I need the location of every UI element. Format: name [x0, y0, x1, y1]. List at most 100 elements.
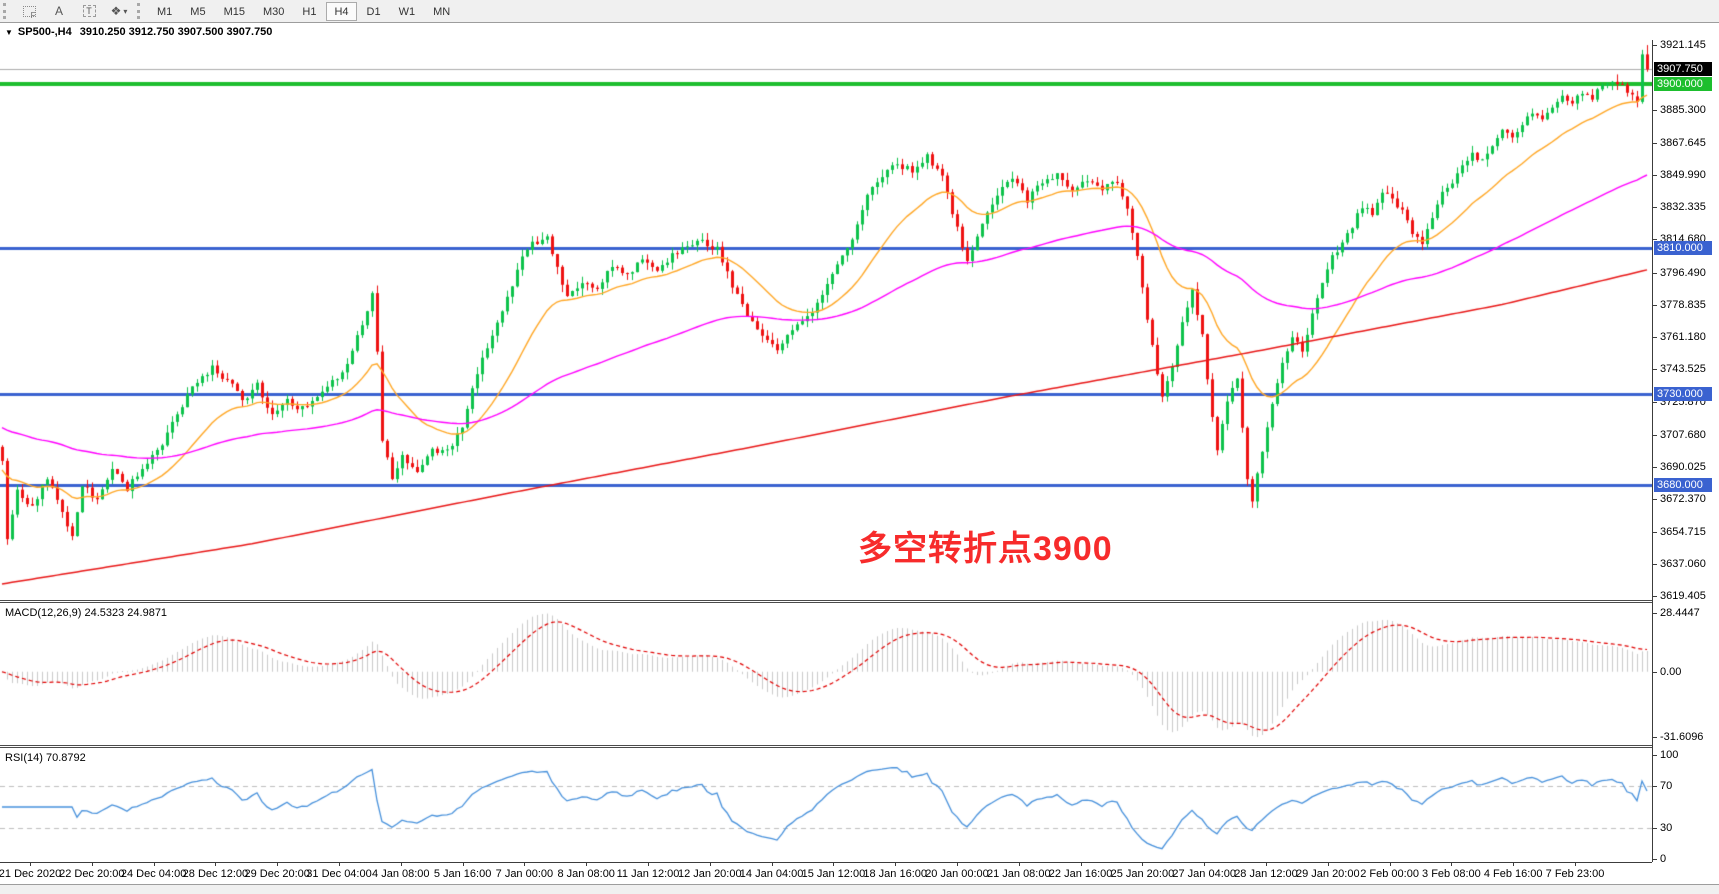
time-tick [400, 863, 402, 866]
time-tick [833, 863, 835, 866]
price-level-badge: 3680.000 [1654, 478, 1712, 493]
price-tick [1653, 174, 1657, 176]
price-tick-label: -31.6096 [1660, 731, 1704, 743]
price-tick [1653, 369, 1657, 371]
time-tick [1204, 863, 1206, 866]
timeframe-m15-button[interactable]: M15 [223, 5, 245, 18]
time-tick-label: 28 Dec 12:00 [182, 868, 249, 880]
time-tick [215, 863, 217, 866]
price-tick-label: 3672.370 [1660, 493, 1706, 506]
price-tick-label: 0 [1660, 853, 1667, 865]
price-tick [1653, 786, 1657, 788]
time-tick [462, 863, 464, 866]
time-tick [648, 863, 649, 866]
price-tick [1653, 613, 1657, 614]
text-label-tool-icon[interactable]: T [76, 2, 102, 21]
time-tick-label: 22 Dec 20:00 [59, 868, 125, 880]
timeframe-m30-button[interactable]: M30 [262, 5, 285, 18]
price-tick [1653, 671, 1657, 673]
price-tick [1653, 596, 1657, 597]
main-chart-canvas[interactable] [0, 40, 1652, 600]
time-tick [339, 863, 340, 866]
timeframe-m1-button[interactable]: M1 [157, 5, 173, 18]
panel-separator[interactable] [0, 600, 1719, 603]
time-tick-label: 7 Jan 00:00 [495, 868, 554, 880]
arrow-tools-icon[interactable]: ❖ ▾ [110, 4, 128, 18]
plot-right-border [1652, 40, 1653, 862]
time-tick-label: 25 Jan 20:00 [1110, 868, 1175, 880]
price-tick-label: 100 [1660, 749, 1679, 761]
time-tick [1080, 863, 1082, 866]
timeframe-h4-button[interactable]: H4 [326, 1, 357, 21]
time-tick [30, 863, 31, 866]
price-tick [1653, 142, 1657, 144]
time-axis[interactable]: 21 Dec 2020 22 Dec 20:00 24 Dec 04:00 28 De… [0, 862, 1652, 883]
price-tick [1653, 272, 1657, 274]
time-tick-label: 22 Jan 16:00 [1048, 868, 1113, 880]
time-tick [1513, 863, 1515, 866]
price-tick [1653, 239, 1657, 241]
price-tick [1653, 755, 1657, 756]
price-tick-label: 3707.680 [1660, 428, 1706, 441]
time-tick [957, 863, 958, 866]
price-tick-label: 0.00 [1660, 665, 1682, 678]
price-tick-label: 3654.715 [1660, 525, 1706, 538]
price-tick-label: 3778.835 [1660, 298, 1706, 311]
panel-separator[interactable] [0, 745, 1719, 748]
time-tick-label: 21 Jan 08:00 [986, 868, 1051, 880]
timeframe-w1-button[interactable]: W1 [398, 5, 416, 18]
price-tick-label: 3796.490 [1660, 266, 1706, 279]
toolbar-grip[interactable] [3, 3, 11, 19]
price-tick [1653, 434, 1657, 436]
time-tick-label: 24 Dec 04:00 [120, 868, 187, 880]
time-tick-label: 20 Jan 00:00 [925, 868, 989, 880]
time-tick-label: 14 Jan 04:00 [739, 868, 804, 880]
price-level-badge: 3907.750 [1654, 62, 1712, 77]
rsi-panel-canvas[interactable] [0, 748, 1652, 861]
price-tick-label: 3743.525 [1660, 363, 1706, 376]
time-tick [1389, 863, 1391, 866]
price-level-badge: 3900.000 [1654, 76, 1712, 91]
time-tick-label: 5 Jan 16:00 [433, 868, 492, 880]
time-tick-label: 2 Feb 00:00 [1360, 868, 1419, 880]
price-tick [1653, 563, 1657, 565]
time-tick [586, 863, 588, 866]
price-tick [1653, 401, 1657, 403]
chart-dropdown-icon[interactable]: ▼ [5, 27, 13, 37]
price-tick [1653, 827, 1657, 829]
chart-ohlc-quote: 3910.250 3912.750 3907.500 3907.750 [79, 26, 273, 38]
time-tick [524, 863, 526, 866]
time-tick-label: 18 Jan 16:00 [863, 868, 927, 880]
macd-panel-canvas[interactable] [0, 603, 1652, 744]
price-tick [1653, 737, 1657, 738]
price-tick [1653, 207, 1657, 209]
price-tick-label: 3761.180 [1660, 331, 1706, 344]
fibonacci-tool-icon[interactable]: F [16, 2, 42, 21]
text-tool-icon[interactable]: A [54, 4, 63, 18]
price-tick [1653, 110, 1657, 112]
chevron-down-icon: ▾ [123, 6, 128, 16]
chart-title-bar: ▼ SP500-,H4 3910.250 3912.750 3907.500 3… [0, 24, 1719, 40]
time-tick [1018, 863, 1020, 866]
timeframe-m5-button[interactable]: M5 [190, 5, 206, 18]
price-tick-label: 3690.025 [1660, 461, 1706, 474]
price-tick-label: 3921.145 [1660, 39, 1706, 51]
price-tick [1653, 499, 1657, 501]
time-tick-label: 4 Jan 08:00 [372, 868, 430, 880]
time-tick-label: 29 Jan 20:00 [1295, 868, 1360, 880]
price-tick-label: 70 [1660, 780, 1673, 793]
time-tick-label: 29 Dec 20:00 [244, 868, 310, 880]
time-tick [771, 863, 773, 866]
price-level-badge: 3810.000 [1654, 240, 1712, 255]
time-tick [709, 863, 711, 866]
price-tick-label: 3867.645 [1660, 136, 1706, 149]
price-level-badge: 3730.000 [1654, 387, 1712, 402]
timeframe-h1-button[interactable]: H1 [302, 5, 317, 18]
time-tick [91, 863, 93, 866]
price-tick-label: 3619.405 [1660, 590, 1706, 602]
toolbar-grip[interactable] [137, 3, 145, 19]
timeframe-d1-button[interactable]: D1 [366, 5, 381, 18]
price-axis[interactable]: 3921.145 3885.300 3867.645 3849.990 3832.335… [1653, 39, 1719, 865]
time-tick-label: 28 Jan 12:00 [1234, 868, 1298, 880]
timeframe-mn-button[interactable]: MN [433, 5, 451, 18]
